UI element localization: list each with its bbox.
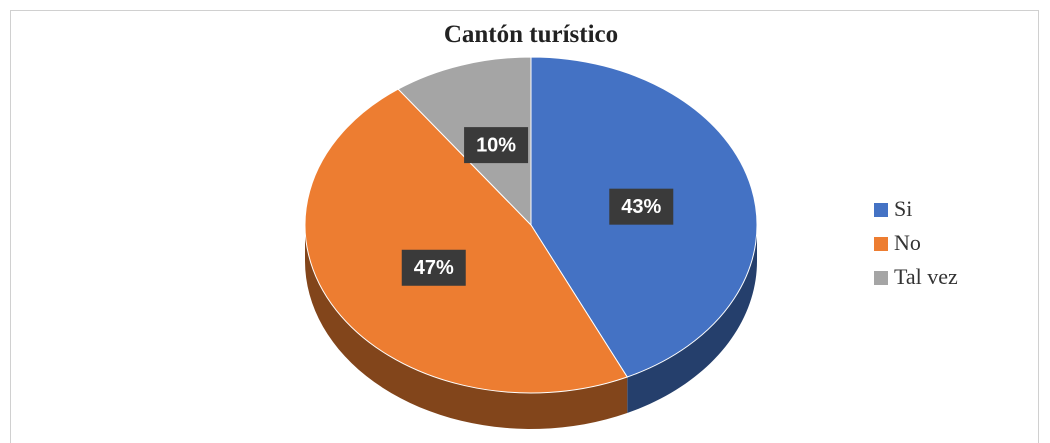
data-label: 43% bbox=[621, 196, 661, 218]
slice bbox=[304, 88, 628, 394]
data-label-box bbox=[401, 249, 466, 286]
legend-swatch bbox=[874, 271, 888, 285]
data-label: 10% bbox=[476, 134, 516, 156]
slice-side bbox=[627, 225, 757, 414]
legend-label: No bbox=[894, 230, 921, 255]
legend-swatch bbox=[874, 237, 888, 251]
legend-label: Si bbox=[894, 196, 912, 221]
data-label-box bbox=[609, 188, 674, 225]
slice-side bbox=[305, 225, 628, 429]
data-label-box bbox=[464, 127, 529, 164]
legend-swatch bbox=[874, 203, 888, 217]
chart-title: Cantón turístico bbox=[444, 21, 618, 48]
legend-label: Tal vez bbox=[894, 264, 958, 289]
data-label: 47% bbox=[414, 257, 454, 279]
